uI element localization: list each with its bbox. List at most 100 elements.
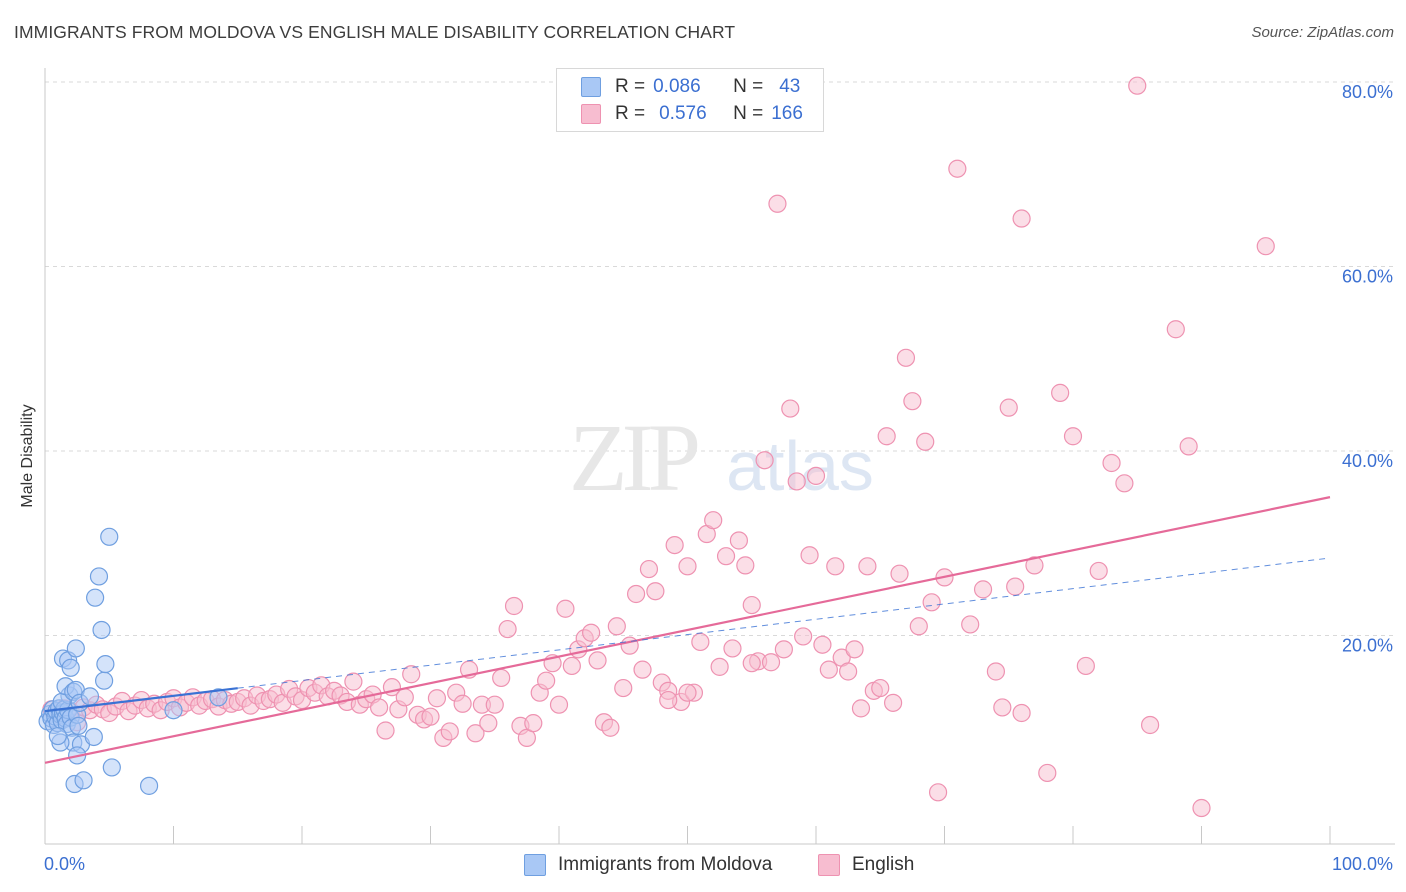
english-point bbox=[1006, 577, 1025, 596]
legend-row-english: R = 0.576 N = 166 bbox=[581, 102, 803, 126]
y-tick-label: 40.0% bbox=[1342, 451, 1393, 471]
english-point bbox=[890, 564, 909, 583]
english-point bbox=[729, 531, 749, 550]
english-point bbox=[813, 635, 832, 654]
english-point bbox=[1038, 763, 1057, 783]
english-point bbox=[549, 695, 569, 714]
english-point bbox=[691, 632, 710, 652]
english-point bbox=[344, 672, 363, 691]
english-point bbox=[1140, 715, 1160, 735]
english-point bbox=[562, 656, 581, 676]
english-point bbox=[524, 714, 543, 733]
english-point bbox=[993, 698, 1012, 717]
moldova-point bbox=[96, 654, 115, 674]
english-point bbox=[607, 617, 626, 636]
english-legend-swatch bbox=[818, 854, 840, 876]
chart-title: IMMIGRANTS FROM MOLDOVA VS ENGLISH MALE … bbox=[14, 22, 736, 42]
english-point bbox=[421, 707, 440, 726]
moldova-legend-swatch bbox=[524, 854, 546, 876]
english-point bbox=[427, 689, 447, 708]
legend-item-moldova[interactable]: Immigrants from Moldova bbox=[524, 852, 772, 878]
english-point bbox=[1063, 427, 1083, 446]
english-point bbox=[1012, 703, 1031, 723]
english-point bbox=[999, 398, 1018, 417]
english-point bbox=[851, 699, 871, 718]
english-point bbox=[704, 511, 723, 530]
english-point bbox=[646, 582, 665, 601]
moldova-point bbox=[92, 620, 111, 640]
legend-n-value: 166 bbox=[771, 103, 803, 124]
english-point bbox=[556, 599, 575, 618]
moldova-point bbox=[48, 726, 67, 746]
english-point bbox=[922, 593, 941, 612]
moldova-point bbox=[80, 687, 100, 706]
axes bbox=[44, 68, 1395, 845]
legend-r-value: 0.576 bbox=[659, 103, 707, 124]
english-point bbox=[716, 547, 736, 566]
english-point bbox=[498, 619, 517, 639]
watermark-atlas: atlas bbox=[726, 427, 874, 505]
moldova-point bbox=[95, 671, 114, 690]
english-point bbox=[986, 662, 1006, 681]
english-point bbox=[1051, 383, 1070, 402]
english-point bbox=[504, 596, 524, 616]
moldova-point bbox=[84, 727, 103, 747]
english-swatch bbox=[581, 104, 601, 124]
english-trend-line bbox=[44, 496, 1331, 764]
english-point bbox=[665, 535, 684, 555]
moldova-point bbox=[69, 716, 88, 736]
english-point bbox=[485, 695, 504, 714]
moldova-point bbox=[74, 771, 93, 790]
y-tick-label: 20.0% bbox=[1342, 636, 1393, 656]
english-point bbox=[871, 678, 890, 698]
english-point bbox=[402, 665, 421, 684]
moldova-point bbox=[86, 588, 105, 607]
legend-r-label: R = bbox=[615, 103, 646, 124]
english-point bbox=[768, 194, 787, 213]
moldova-point bbox=[66, 639, 85, 658]
english-point bbox=[909, 617, 928, 636]
english-point bbox=[948, 159, 967, 178]
english-point bbox=[806, 466, 826, 486]
english-point bbox=[1166, 320, 1185, 339]
english-point bbox=[639, 559, 659, 579]
moldova-point bbox=[102, 758, 121, 777]
english-point bbox=[440, 722, 459, 741]
english-point bbox=[614, 678, 633, 698]
english-point bbox=[1076, 656, 1095, 676]
english-point bbox=[633, 660, 652, 679]
english-point bbox=[1128, 76, 1147, 95]
moldova-point bbox=[61, 658, 80, 677]
correlation-legend: R = 0.086 N = 43 R = 0.576 N = 166 bbox=[556, 68, 824, 132]
english-point bbox=[1115, 474, 1134, 493]
english-point bbox=[877, 427, 896, 446]
legend-n-value: 43 bbox=[779, 76, 801, 97]
english-point bbox=[1256, 237, 1275, 256]
legend-label-english: English bbox=[852, 854, 915, 875]
legend-r-value: 0.086 bbox=[653, 76, 701, 97]
legend-row-moldova: R = 0.086 N = 43 bbox=[581, 75, 800, 99]
moldova-point bbox=[209, 688, 228, 707]
english-point bbox=[742, 595, 761, 615]
english-point bbox=[1192, 798, 1211, 818]
english-point bbox=[1025, 556, 1044, 575]
english-point bbox=[466, 724, 485, 743]
english-point bbox=[787, 472, 806, 491]
moldova-point bbox=[89, 567, 109, 586]
english-point bbox=[916, 432, 935, 451]
english-point bbox=[678, 557, 697, 576]
legend-label-moldova: Immigrants from Moldova bbox=[558, 854, 773, 875]
english-point bbox=[678, 683, 697, 702]
y-tick-label: 60.0% bbox=[1342, 267, 1393, 287]
english-point bbox=[961, 615, 980, 634]
english-point bbox=[659, 690, 678, 710]
english-point bbox=[1179, 437, 1198, 456]
english-point bbox=[582, 623, 601, 642]
moldova-points bbox=[38, 527, 228, 795]
watermark-zip: ZIP bbox=[569, 404, 698, 511]
english-point bbox=[376, 721, 395, 740]
english-point bbox=[601, 718, 620, 737]
english-point bbox=[755, 451, 774, 470]
legend-item-english[interactable]: English bbox=[818, 852, 914, 878]
english-point bbox=[626, 584, 646, 604]
